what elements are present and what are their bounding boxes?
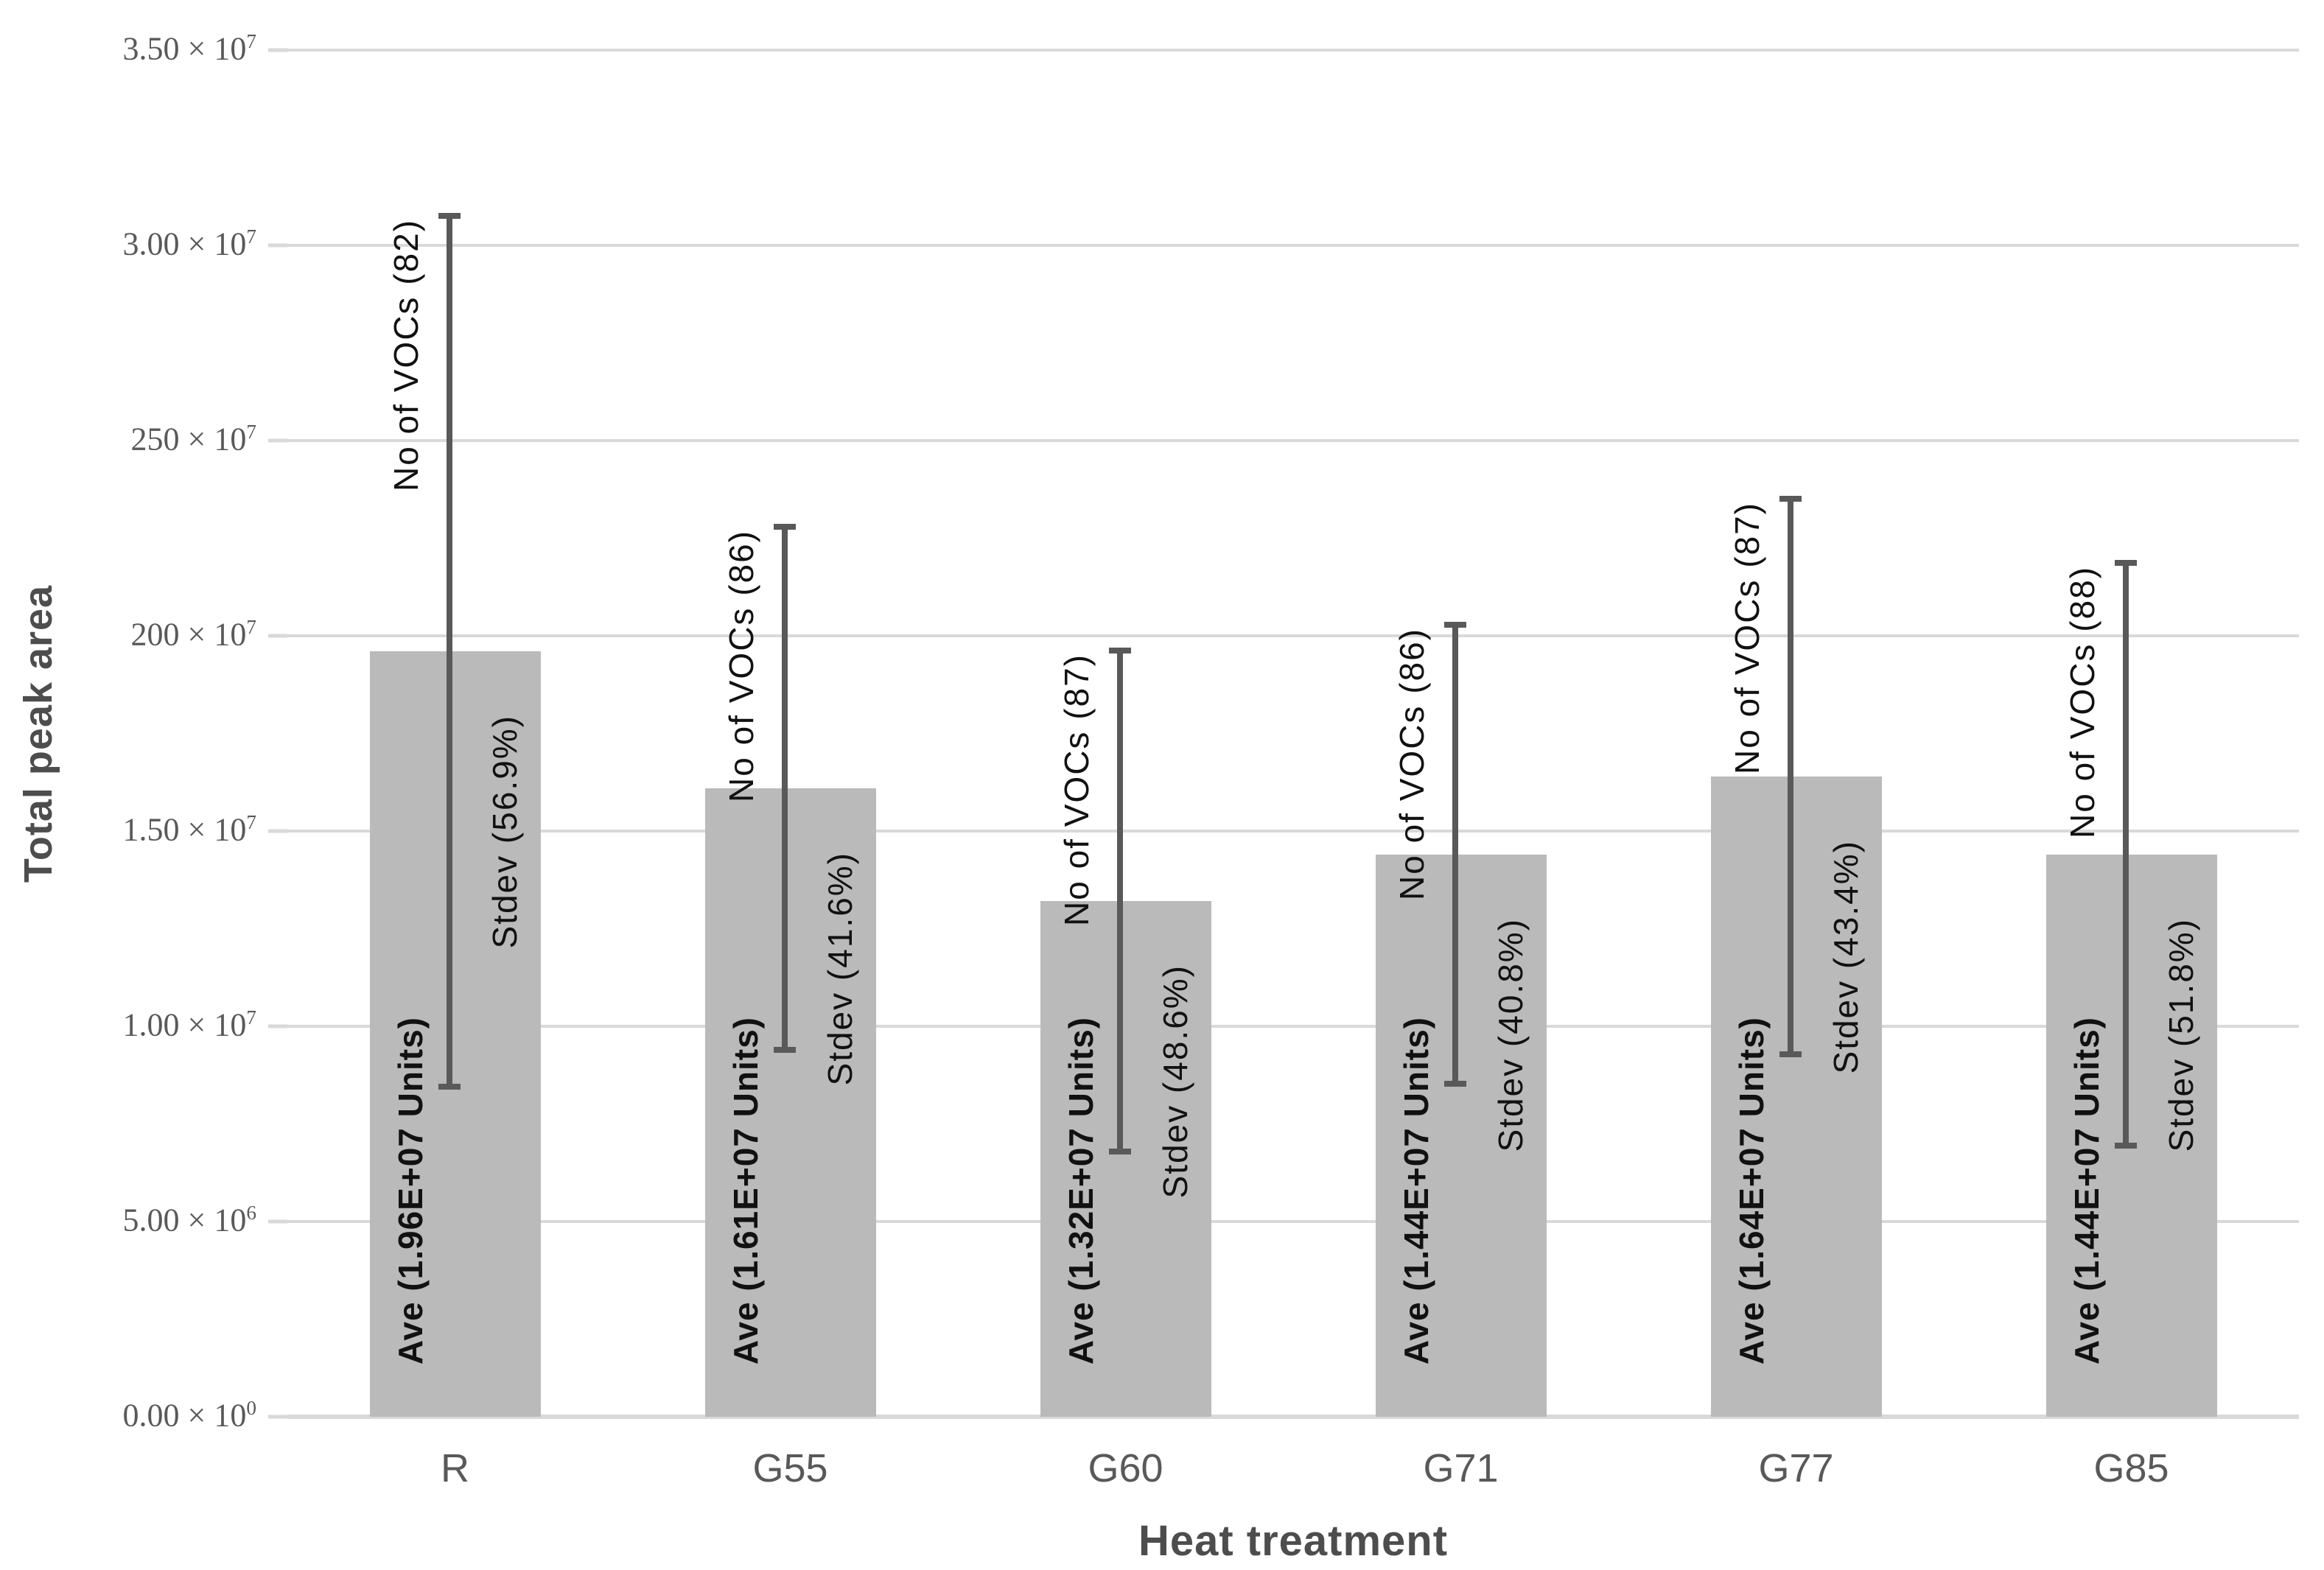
error-bar-line: [781, 526, 788, 1050]
x-tick-label-G60: G60: [1088, 1446, 1163, 1490]
error-bar-cap-bottom: [2114, 1143, 2137, 1149]
y-axis-tickmark: [268, 243, 287, 248]
stdev-label: Stdev (41.6%): [820, 851, 859, 1086]
bar-R: [369, 651, 541, 1417]
error-bar-cap-top: [1443, 622, 1466, 628]
y-axis-tickmark: [268, 829, 287, 833]
voc-count-label: No of VOCs (88): [2062, 566, 2101, 839]
gridline: [287, 49, 2299, 52]
error-bar-cap-top: [1779, 495, 1802, 502]
stdev-label: Stdev (40.8%): [1491, 917, 1530, 1152]
ave-label: Ave (1.96E+07 Units): [391, 1016, 430, 1364]
y-axis-tickmark: [268, 1024, 287, 1028]
x-tick-label-G85: G85: [2093, 1446, 2169, 1490]
y-tick-label: 1.50 × 107: [122, 810, 256, 848]
ave-label: Ave (1.64E+07 Units): [1732, 1016, 1771, 1364]
stdev-label: Stdev (51.8%): [2161, 917, 2200, 1152]
voc-count-label: No of VOCs (86): [721, 529, 760, 802]
x-axis-line: [287, 1415, 2299, 1419]
error-bar-cap-top: [1108, 648, 1131, 654]
bar-G85: [2045, 854, 2217, 1417]
error-bar-cap-top: [773, 523, 796, 530]
error-bar-line: [2122, 563, 2129, 1146]
y-tick-label: 200 × 107: [130, 615, 256, 653]
error-bar-line: [1116, 651, 1123, 1152]
y-tick-label: 1.00 × 107: [122, 1006, 256, 1043]
bar-G71: [1375, 854, 1547, 1417]
y-tick-label: 5.00 × 106: [122, 1201, 256, 1238]
gridline: [287, 1025, 2299, 1028]
stdev-label: Stdev (48.6%): [1155, 964, 1194, 1199]
stdev-label: Stdev (43.4%): [1826, 839, 1865, 1074]
y-axis-tickmark: [268, 1415, 287, 1419]
error-bar-cap-bottom: [1108, 1149, 1131, 1155]
gridline: [287, 439, 2299, 442]
voc-count-label: No of VOCs (86): [1392, 628, 1431, 901]
error-bar-cap-bottom: [773, 1046, 796, 1053]
y-axis-title: Total peak area: [15, 584, 60, 883]
y-tick-label: 250 × 107: [130, 420, 256, 458]
stdev-label: Stdev (56.9%): [485, 715, 524, 949]
error-bar-cap-bottom: [1443, 1081, 1466, 1087]
error-bar-line: [1787, 498, 1793, 1055]
gridline: [287, 1220, 2299, 1223]
y-tick-label: 3.50 × 107: [122, 29, 256, 67]
ave-label: Ave (1.61E+07 Units): [726, 1016, 765, 1364]
bar-G60: [1040, 901, 1211, 1417]
voc-count-label: No of VOCs (87): [1727, 501, 1766, 774]
gridline: [287, 634, 2299, 637]
x-tick-label-G77: G77: [1758, 1446, 1834, 1490]
ave-label: Ave (1.44E+07 Units): [1396, 1016, 1435, 1364]
x-tick-label-R: R: [441, 1446, 469, 1490]
gridline: [287, 244, 2299, 247]
x-axis-title: Heat treatment: [1138, 1517, 1449, 1565]
error-bar-cap-top: [438, 213, 461, 220]
error-bar-cap-bottom: [438, 1084, 461, 1090]
y-axis-tickmark: [268, 634, 287, 638]
error-bar-line: [446, 216, 452, 1087]
gridline: [287, 830, 2299, 833]
error-bar-line: [1452, 625, 1458, 1084]
ave-label: Ave (1.44E+07 Units): [2067, 1016, 2106, 1364]
bar-G77: [1710, 776, 1882, 1417]
x-tick-label-G55: G55: [752, 1446, 828, 1490]
bar-G55: [704, 788, 876, 1417]
ave-label: Ave (1.32E+07 Units): [1061, 1016, 1100, 1364]
y-axis-tickmark: [268, 1219, 287, 1224]
error-bar-cap-top: [2114, 560, 2137, 567]
voc-count-label: No of VOCs (87): [1057, 653, 1096, 927]
y-tick-label: 0.00 × 100: [122, 1396, 256, 1434]
y-axis-tickmark: [268, 438, 287, 443]
y-axis-tickmark: [268, 48, 287, 52]
y-tick-label: 3.00 × 107: [122, 225, 256, 262]
error-bar-cap-bottom: [1779, 1051, 1802, 1058]
voc-count-label: No of VOCs (82): [386, 219, 425, 492]
x-tick-label-G71: G71: [1423, 1446, 1499, 1490]
